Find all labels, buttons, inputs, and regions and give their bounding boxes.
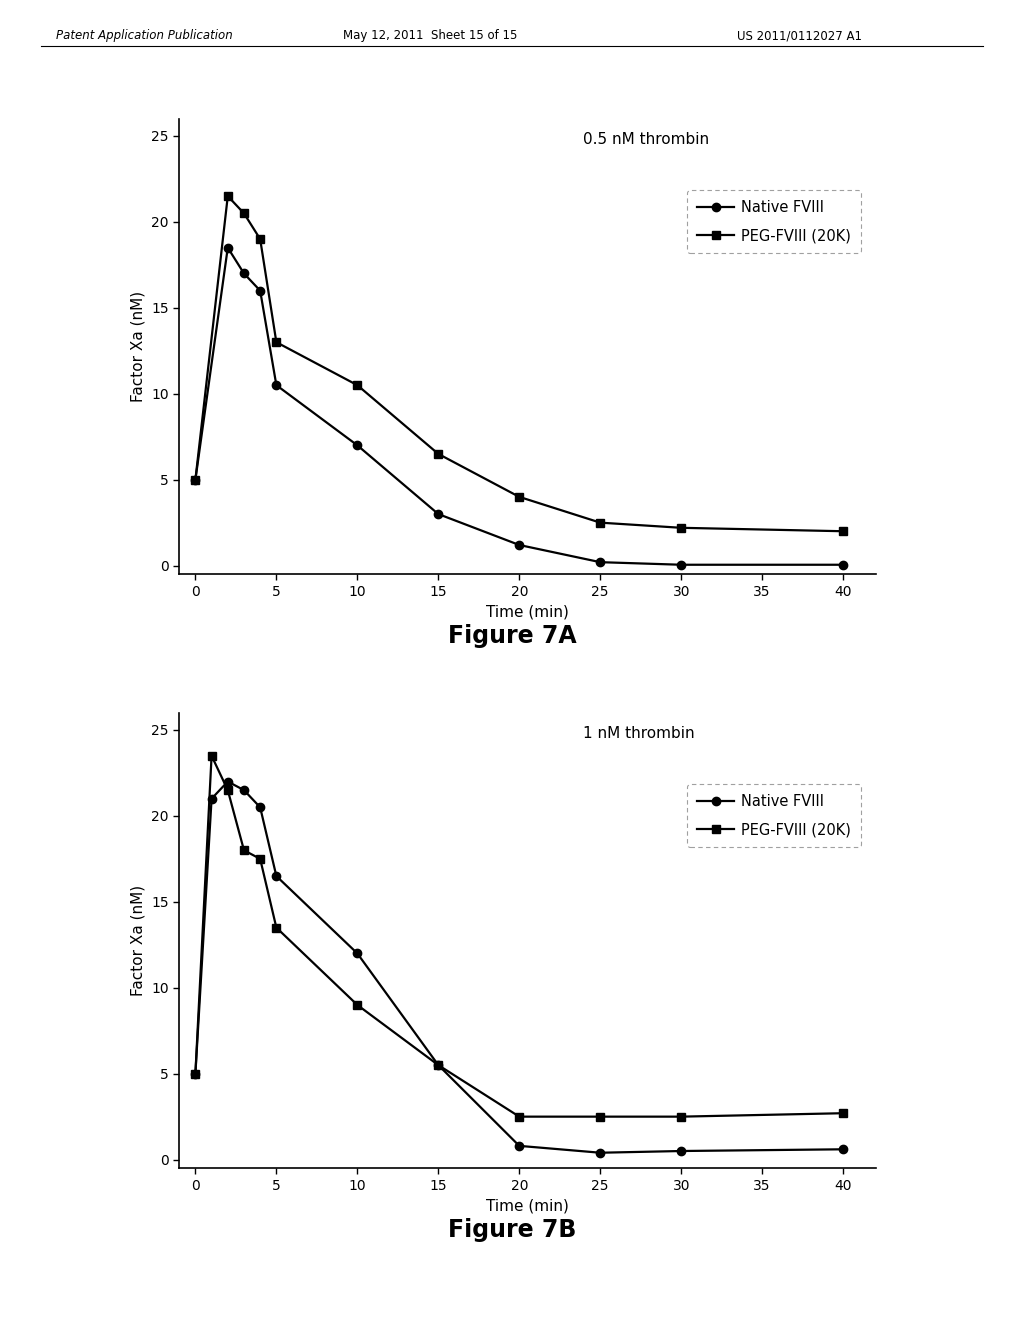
Text: 1 nM thrombin: 1 nM thrombin [583,726,694,742]
PEG-FVIII (20K) [432,1057,444,1073]
Native FVIII [221,240,233,256]
Legend: Native FVIII, PEG-FVIII (20K): Native FVIII, PEG-FVIII (20K) [687,190,861,253]
X-axis label: Time (min): Time (min) [486,605,568,619]
PEG-FVIII (20K) [837,523,849,539]
Native FVIII [189,471,202,487]
PEG-FVIII (20K) [513,488,525,504]
PEG-FVIII (20K) [351,378,364,393]
Native FVIII [254,800,266,816]
PEG-FVIII (20K) [221,783,233,799]
PEG-FVIII (20K) [206,748,218,764]
Native FVIII [254,282,266,298]
PEG-FVIII (20K) [238,842,250,858]
Native FVIII [675,557,687,573]
Native FVIII [238,265,250,281]
PEG-FVIII (20K) [189,471,202,487]
PEG-FVIII (20K) [837,1105,849,1121]
Native FVIII [270,869,283,884]
PEG-FVIII (20K) [675,1109,687,1125]
Native FVIII [432,1057,444,1073]
Native FVIII [189,1065,202,1081]
Native FVIII [270,378,283,393]
Native FVIII [675,1143,687,1159]
Native FVIII [513,537,525,553]
Native FVIII [513,1138,525,1154]
Native FVIII [351,437,364,453]
Line: Native FVIII: Native FVIII [191,777,847,1156]
Text: Figure 7B: Figure 7B [447,1218,577,1242]
PEG-FVIII (20K) [189,1065,202,1081]
PEG-FVIII (20K) [594,515,606,531]
X-axis label: Time (min): Time (min) [486,1199,568,1213]
PEG-FVIII (20K) [594,1109,606,1125]
Native FVIII [238,783,250,799]
Y-axis label: Factor Xa (nM): Factor Xa (nM) [131,884,145,997]
PEG-FVIII (20K) [675,520,687,536]
Line: PEG-FVIII (20K): PEG-FVIII (20K) [191,191,847,536]
PEG-FVIII (20K) [432,446,444,462]
Native FVIII [206,791,218,807]
PEG-FVIII (20K) [254,851,266,867]
PEG-FVIII (20K) [238,206,250,222]
Native FVIII [837,557,849,573]
Text: US 2011/0112027 A1: US 2011/0112027 A1 [737,29,862,42]
PEG-FVIII (20K) [221,189,233,205]
Text: May 12, 2011  Sheet 15 of 15: May 12, 2011 Sheet 15 of 15 [343,29,517,42]
Text: Figure 7A: Figure 7A [447,624,577,648]
Native FVIII [594,554,606,570]
PEG-FVIII (20K) [513,1109,525,1125]
Native FVIII [837,1142,849,1158]
Text: 0.5 nM thrombin: 0.5 nM thrombin [583,132,710,148]
Native FVIII [221,774,233,789]
PEG-FVIII (20K) [270,920,283,936]
Native FVIII [594,1144,606,1160]
Native FVIII [432,506,444,521]
Text: Patent Application Publication: Patent Application Publication [56,29,233,42]
Line: Native FVIII: Native FVIII [191,243,847,569]
Legend: Native FVIII, PEG-FVIII (20K): Native FVIII, PEG-FVIII (20K) [687,784,861,847]
Native FVIII [351,945,364,961]
PEG-FVIII (20K) [351,997,364,1012]
PEG-FVIII (20K) [254,231,266,247]
Line: PEG-FVIII (20K): PEG-FVIII (20K) [191,751,847,1121]
Y-axis label: Factor Xa (nM): Factor Xa (nM) [131,290,145,403]
PEG-FVIII (20K) [270,334,283,350]
